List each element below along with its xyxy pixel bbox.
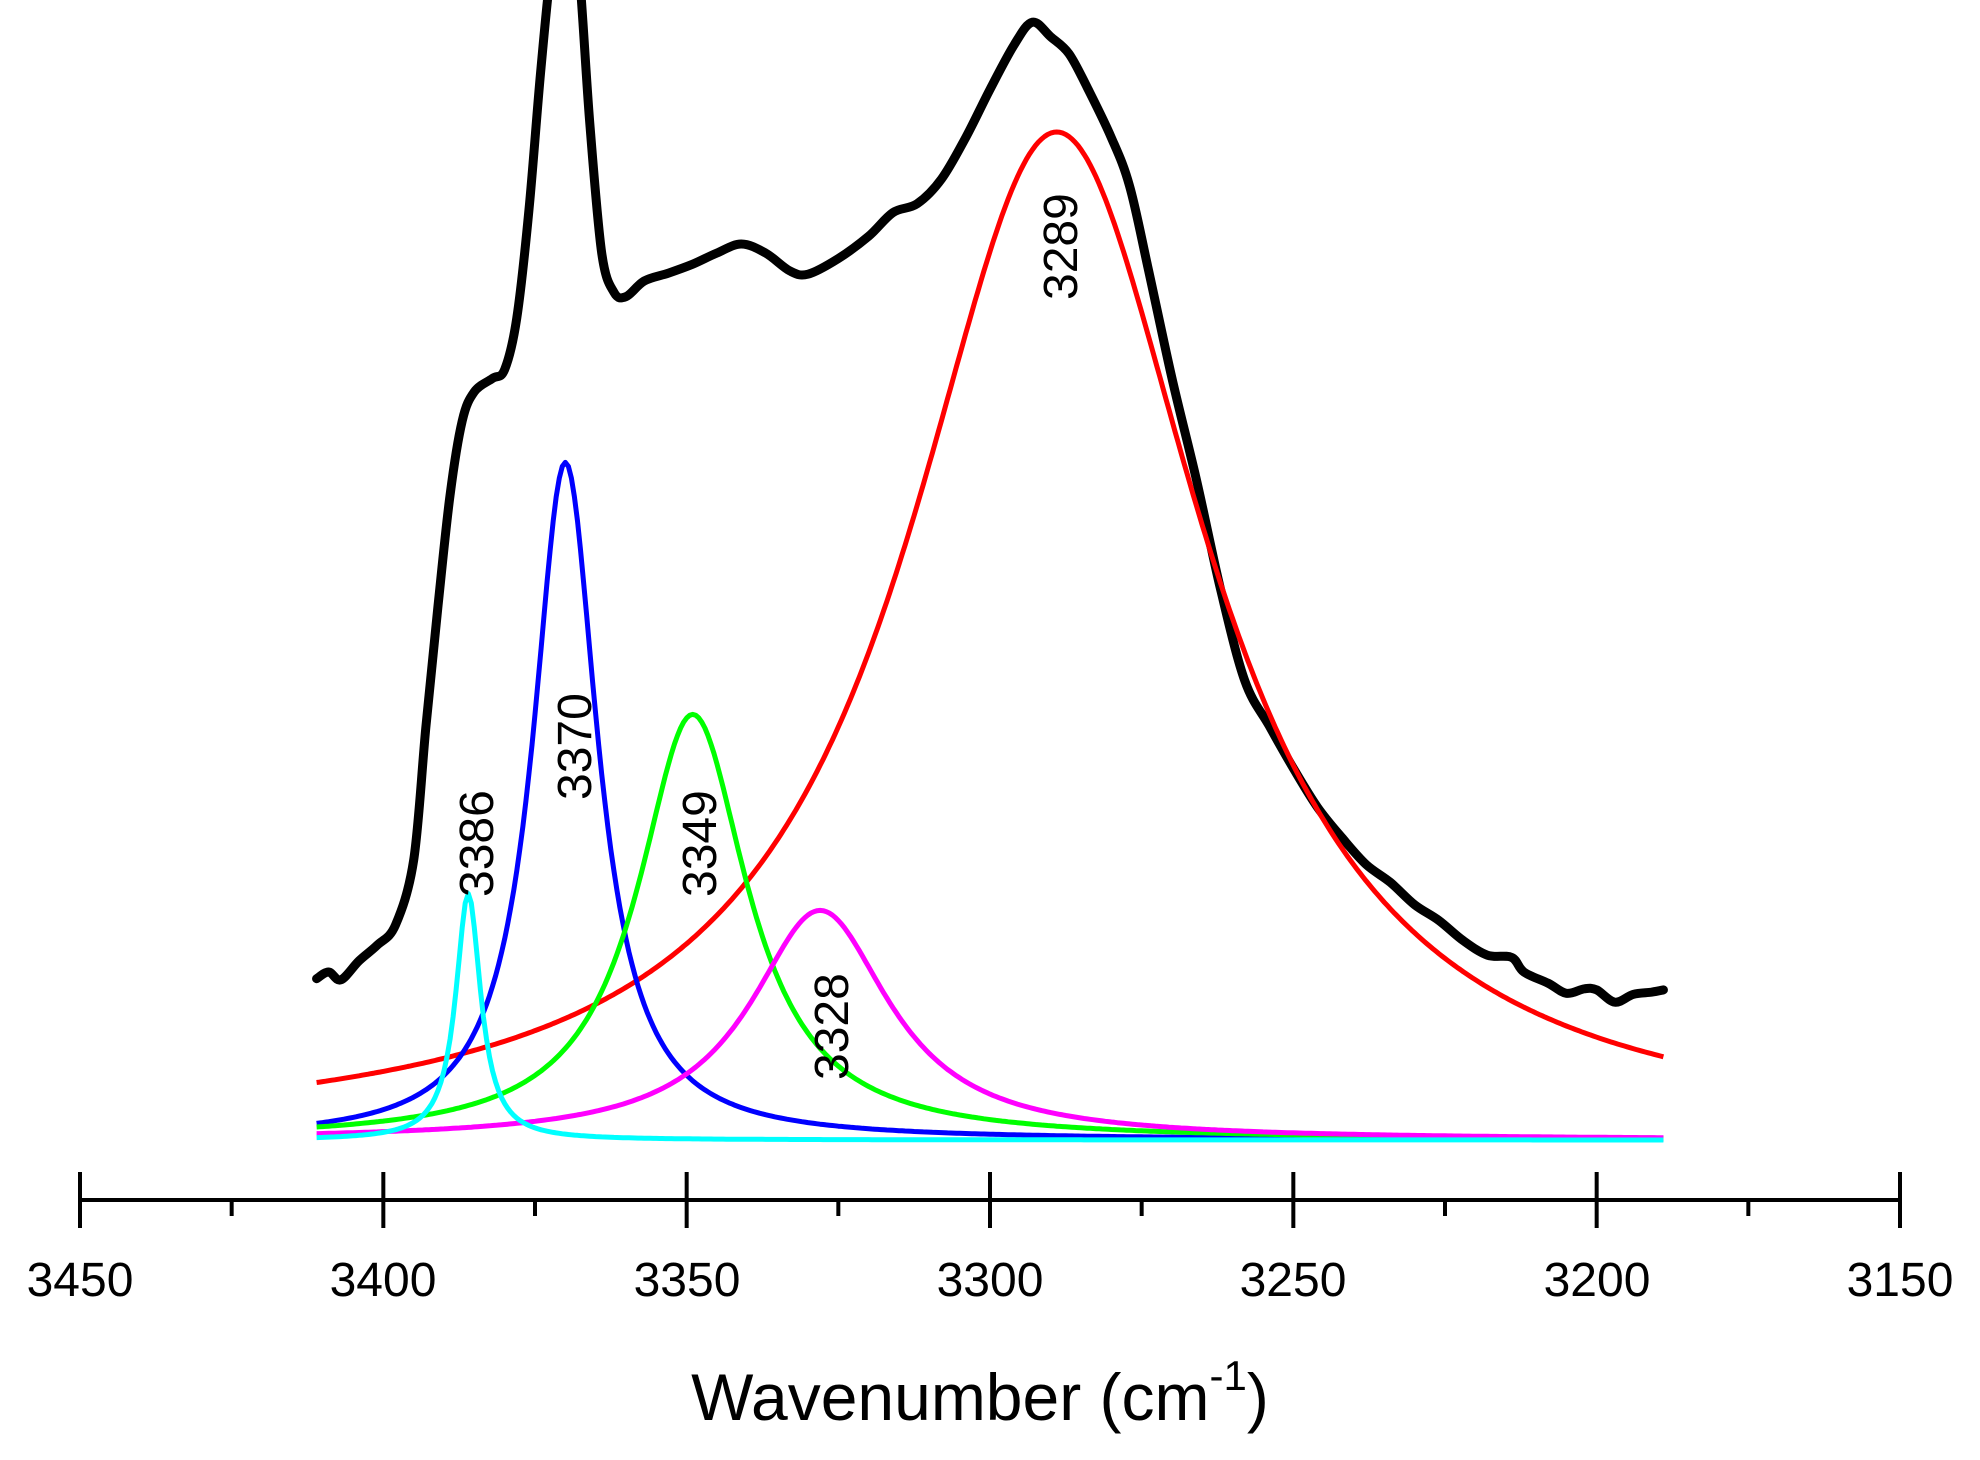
spectrum-curve xyxy=(312,0,1668,1007)
x-tick-label: 3400 xyxy=(330,1254,437,1307)
x-axis-title-close: ) xyxy=(1247,1360,1269,1434)
peak-label-3349: 3349 xyxy=(674,790,727,897)
x-tick-label: 3250 xyxy=(1240,1254,1347,1307)
x-axis xyxy=(78,1172,1902,1228)
peak-labels: 3289 3370 3349 3328 3386 xyxy=(451,193,1088,1080)
x-tick-label: 3300 xyxy=(937,1254,1044,1307)
x-tick-label: 3450 xyxy=(27,1254,134,1307)
x-tick-label: 3200 xyxy=(1544,1254,1651,1307)
peak-label-3289: 3289 xyxy=(1035,193,1088,300)
x-axis-ticks xyxy=(78,1172,1902,1228)
x-axis-title: Wavenumber (cm-1) xyxy=(691,1352,1269,1434)
x-tick-label: 3350 xyxy=(634,1254,741,1307)
component-curve-3328 xyxy=(316,907,1664,1141)
peak-label-3370: 3370 xyxy=(549,693,602,800)
x-tick-labels: 3450 3400 3350 3300 3250 3200 3150 xyxy=(27,1254,1954,1307)
x-tick-label: 3150 xyxy=(1847,1254,1954,1307)
x-axis-title-main: Wavenumber (cm xyxy=(691,1360,1209,1434)
peak-label-3386: 3386 xyxy=(451,790,504,897)
x-axis-title-superscript: -1 xyxy=(1210,1352,1247,1399)
component-curve-3349 xyxy=(316,711,1664,1141)
component-curve-3289 xyxy=(316,129,1665,1085)
component-curve-3386 xyxy=(316,891,1664,1143)
plot-area xyxy=(312,0,1668,1143)
peak-label-3328: 3328 xyxy=(806,973,859,1080)
